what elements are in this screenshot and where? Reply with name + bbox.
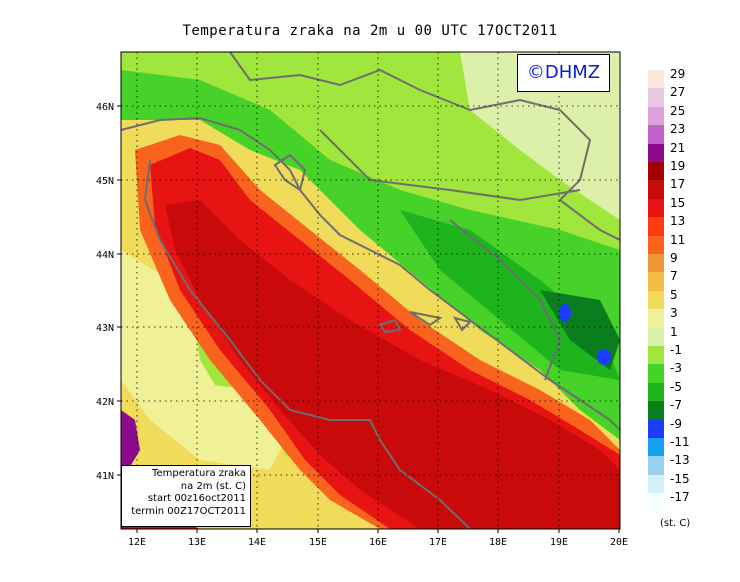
x-tick-label: 14E [248, 537, 266, 548]
legend-swatch [648, 254, 664, 273]
legend-label: -11 [670, 435, 690, 449]
legend-swatch [648, 143, 664, 162]
legend-swatch [648, 493, 664, 512]
legend-swatch [648, 198, 664, 218]
temperature-field [121, 52, 620, 529]
info-box: Temperatura zraka na 2m (st. C) start 00… [121, 465, 251, 527]
info-line: start 00z16oct2011 [147, 493, 246, 504]
legend-label: 1 [670, 324, 678, 339]
legend-swatch [648, 180, 664, 199]
y-tick-label: 43N [96, 323, 114, 334]
legend-label: 19 [670, 159, 686, 173]
legend-label: 25 [670, 103, 686, 118]
legend-label: 13 [670, 214, 686, 229]
legend-swatch [648, 438, 664, 457]
legend-swatch [648, 70, 664, 89]
x-tick-label: 16E [369, 537, 387, 548]
x-tick-label: 15E [309, 537, 327, 548]
legend-label: -15 [670, 471, 690, 486]
legend-label: 3 [670, 306, 678, 321]
x-tick-label: 20E [610, 537, 628, 548]
y-tick-label: 45N [96, 176, 114, 187]
x-tick-label: 18E [489, 537, 507, 548]
legend-swatch [648, 401, 664, 420]
legend-label: 15 [670, 195, 686, 210]
legend-swatch [648, 419, 664, 438]
legend-swatch [648, 125, 664, 144]
map-frame [120, 51, 621, 530]
legend-label: -5 [670, 379, 682, 394]
legend-swatch [648, 456, 664, 475]
legend-label: 11 [670, 232, 686, 247]
legend-swatch [648, 272, 664, 291]
legend-swatch [648, 235, 664, 254]
legend-label: 5 [670, 287, 678, 302]
legend-label: 17 [670, 177, 686, 192]
y-tick-label: 46N [96, 102, 114, 113]
legend-swatch [648, 162, 664, 181]
y-tick-label: 41N [96, 471, 114, 482]
legend-swatch [648, 290, 664, 310]
legend-label: 21 [670, 140, 686, 155]
legend-label: -1 [670, 343, 682, 357]
x-tick-label: 12E [128, 537, 146, 548]
x-tick-label: 17E [429, 537, 447, 548]
legend-swatch [648, 346, 664, 365]
legend-label: 29 [670, 67, 686, 81]
legend-swatch [648, 364, 664, 383]
info-line: termin 00Z17OCT2011 [131, 505, 246, 517]
legend-label: 9 [670, 251, 678, 265]
info-line: Temperatura zraka [152, 468, 246, 479]
legend-units: (st. C) [660, 518, 691, 529]
legend-label: -3 [670, 361, 682, 376]
x-tick-label: 19E [550, 537, 568, 548]
legend-label: 27 [670, 85, 686, 100]
legend-label: -17 [670, 490, 690, 505]
legend-label: -9 [670, 416, 682, 431]
info-line: na 2m (st. C) [180, 480, 246, 492]
legend-swatch [648, 88, 664, 107]
x-tick-label: 13E [188, 537, 206, 548]
legend-swatch [648, 217, 664, 236]
legend-label: -13 [670, 453, 690, 468]
legend-swatch [648, 327, 664, 346]
legend-swatch [648, 474, 664, 494]
y-tick-label: 44N [96, 250, 114, 261]
legend-label: 23 [670, 122, 686, 137]
legend-label: -7 [670, 398, 682, 413]
map-title: Temperatura zraka na 2m u 00 UTC 17OCT20… [182, 23, 558, 39]
legend-swatch [648, 106, 664, 126]
legend-swatch [648, 382, 664, 402]
legend-label: 7 [670, 269, 678, 284]
y-tick-label: 42N [96, 397, 114, 408]
dhmz-logo: ©DHMZ [517, 54, 610, 92]
legend-swatch [648, 309, 664, 328]
